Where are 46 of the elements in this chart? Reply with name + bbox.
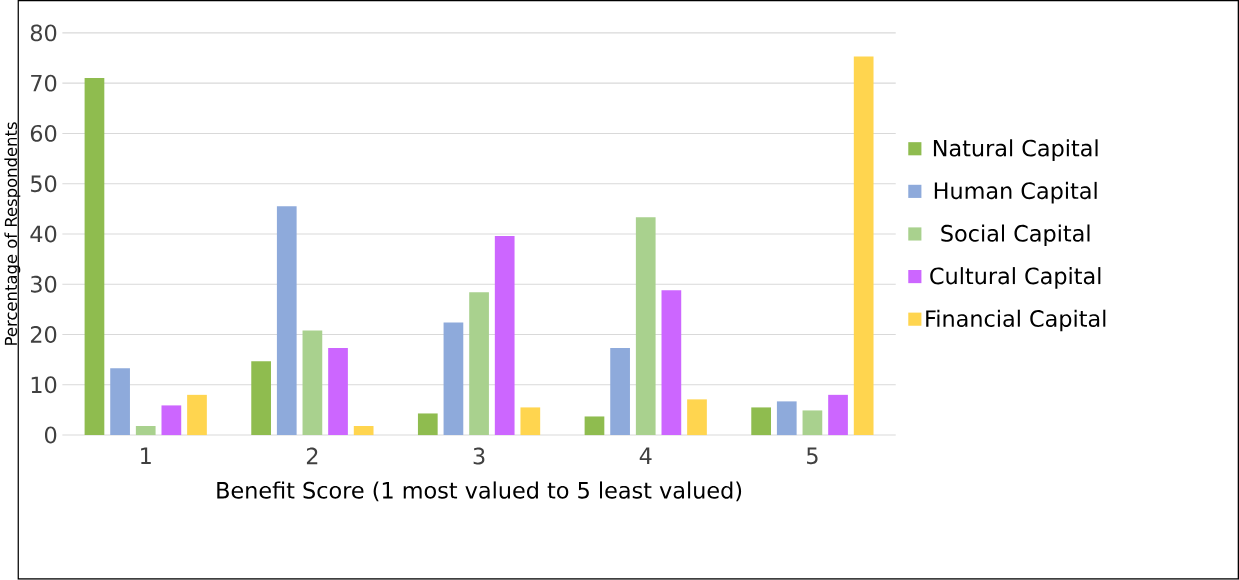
bar (251, 361, 271, 436)
bar (494, 236, 515, 436)
bar (520, 407, 541, 436)
bar (417, 413, 438, 436)
bar (661, 290, 682, 436)
bar (110, 368, 130, 436)
bar (802, 410, 823, 436)
bar (135, 426, 156, 436)
x-tick-label: 2 (306, 447, 318, 465)
bar (302, 330, 323, 436)
bar (443, 322, 464, 436)
bar (84, 78, 105, 436)
bar (635, 217, 656, 436)
legend-label: Financial Capital (926, 309, 1106, 332)
y-tick-label: 10 (31, 376, 57, 394)
y-tick-label: 20 (30, 326, 57, 344)
y-tick-label: 60 (30, 125, 57, 143)
x-tick-label: 4 (639, 447, 652, 465)
bar (328, 348, 348, 436)
bar (584, 416, 605, 436)
bar (853, 56, 874, 436)
bar (828, 395, 848, 436)
bar (610, 348, 630, 436)
x-tick-label: 1 (141, 447, 151, 465)
y-tick-label: 30 (31, 275, 57, 293)
bar (687, 399, 707, 436)
legend-label: Social Capital (941, 224, 1090, 247)
legend-label: Cultural Capital (930, 267, 1101, 289)
x-axis-title: Benefit Score (1 most valued to 5 least valued) (217, 481, 742, 502)
legend-label: Natural Capital (933, 139, 1098, 162)
y-tick-label: 40 (30, 225, 57, 243)
bar (776, 401, 797, 436)
y-tick-label: 50 (31, 175, 57, 193)
bar (187, 395, 207, 436)
bar (276, 206, 297, 436)
bar (353, 426, 374, 436)
x-tick-label: 5 (807, 447, 818, 465)
y-tick-label: 70 (31, 74, 57, 92)
bar (751, 407, 771, 436)
legend-label: Human Capital (934, 182, 1097, 204)
x-tick-label: 3 (473, 447, 485, 465)
y-tick-label: 0 (44, 426, 57, 444)
y-axis-title: Percentage of Respondents (4, 122, 21, 345)
y-tick-label: 80 (30, 24, 57, 42)
bar (469, 292, 489, 436)
bar (161, 405, 182, 436)
